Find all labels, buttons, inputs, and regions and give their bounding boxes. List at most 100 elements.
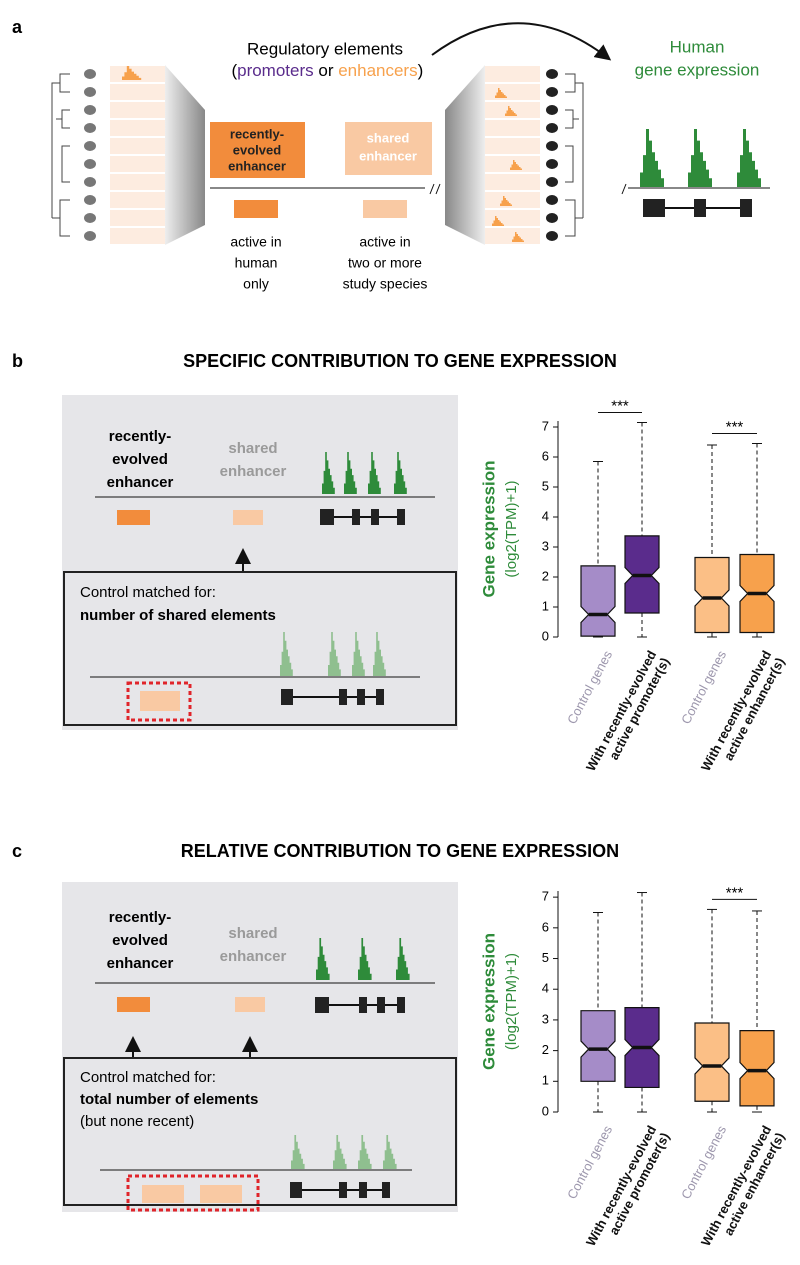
exon	[376, 689, 384, 705]
species-icon	[546, 105, 558, 115]
signal-peak	[316, 938, 330, 980]
control-heading: Control matched for:	[80, 1069, 216, 1086]
signal-peak	[373, 632, 386, 676]
control-box	[63, 571, 457, 726]
species-icon	[84, 231, 96, 241]
signal-peak	[500, 196, 512, 206]
caption: only	[243, 276, 269, 292]
y-tick-label: 6	[542, 448, 549, 463]
signal-peak	[322, 452, 335, 494]
stripe	[110, 174, 165, 190]
stripe	[110, 138, 165, 154]
exon	[352, 509, 360, 525]
caption: study species	[343, 276, 428, 292]
element	[142, 1185, 184, 1203]
y-tick-label: 1	[542, 1073, 549, 1088]
species-icon	[84, 159, 96, 169]
exon	[315, 997, 329, 1013]
diagram-label: enhancer	[107, 474, 174, 491]
panel-a-title: Regulatory elements	[247, 39, 403, 58]
diagram-label: enhancer	[220, 463, 287, 480]
element	[117, 997, 150, 1012]
panel-label: a	[12, 17, 23, 37]
stripe	[110, 120, 165, 136]
diagram-label: enhancer	[220, 948, 287, 965]
box-label: enhancer	[228, 158, 286, 173]
y-tick-label: 4	[542, 508, 549, 523]
stripe	[485, 138, 540, 154]
species-icon	[84, 69, 96, 79]
diagram-label: evolved	[112, 451, 168, 468]
exon	[357, 689, 365, 705]
panel-title: RELATIVE CONTRIBUTION TO GENE EXPRESSION	[181, 841, 619, 861]
y-tick-label: 7	[542, 418, 549, 433]
diagram-label: recently-	[109, 909, 172, 926]
element	[233, 510, 263, 525]
element	[235, 997, 265, 1012]
exon	[290, 1182, 302, 1198]
species-icon	[84, 177, 96, 187]
stripe	[485, 120, 540, 136]
text: )	[418, 61, 424, 80]
signal-peak	[333, 1135, 347, 1169]
exon	[397, 509, 405, 525]
exon	[643, 199, 665, 217]
caption: active in	[230, 234, 281, 250]
panel-a-subtitle: (promoters or enhancers)	[217, 61, 432, 80]
exon	[339, 1182, 347, 1198]
signal-peak	[358, 1135, 372, 1169]
signal-peak	[510, 160, 522, 170]
text: enhancers	[338, 61, 417, 80]
species-icon	[546, 141, 558, 151]
expression-label: Human	[670, 37, 725, 56]
exon	[382, 1182, 390, 1198]
stripe	[110, 192, 165, 208]
species-icon	[546, 123, 558, 133]
box	[694, 556, 730, 634]
break	[429, 183, 441, 195]
zoom-shade	[445, 65, 485, 245]
stripe	[110, 228, 165, 244]
signal-peak	[492, 216, 504, 226]
signal-peak	[512, 232, 524, 242]
exon	[281, 689, 293, 705]
signal-peak	[396, 938, 410, 980]
zoom-shade	[165, 65, 205, 245]
exon	[359, 997, 367, 1013]
species-icon	[84, 141, 96, 151]
control-heading: Control matched for:	[80, 584, 216, 601]
y-axis-units: (log2(TPM)+1)	[503, 480, 520, 577]
y-tick-label: 7	[542, 889, 549, 904]
element	[200, 1185, 242, 1203]
stripe	[485, 228, 540, 244]
element	[363, 200, 407, 218]
signal-peak	[358, 938, 372, 980]
stripe	[485, 84, 540, 100]
box	[739, 1030, 775, 1107]
signal-peak	[495, 88, 507, 98]
missing-element	[126, 681, 192, 722]
caption: two or more	[348, 255, 422, 271]
stripe	[110, 156, 165, 172]
element	[117, 510, 150, 525]
signal-peak	[368, 452, 381, 494]
stripe	[110, 84, 165, 100]
exon	[740, 199, 752, 217]
shared-enhancer-box	[345, 122, 432, 175]
diagram-label: shared	[228, 925, 277, 942]
box	[580, 565, 616, 637]
species-icon	[84, 213, 96, 223]
species-icon	[546, 231, 558, 241]
y-tick-label: 3	[542, 538, 549, 553]
y-axis-title: Gene expression	[479, 933, 498, 1070]
exon	[339, 689, 347, 705]
stripe	[485, 174, 540, 190]
y-tick-label: 5	[542, 950, 549, 965]
text: promoters	[237, 61, 314, 80]
signal-peak	[394, 452, 407, 494]
y-tick-label: 0	[542, 1103, 549, 1118]
species-tree	[51, 73, 70, 237]
box-label: shared	[367, 130, 410, 145]
